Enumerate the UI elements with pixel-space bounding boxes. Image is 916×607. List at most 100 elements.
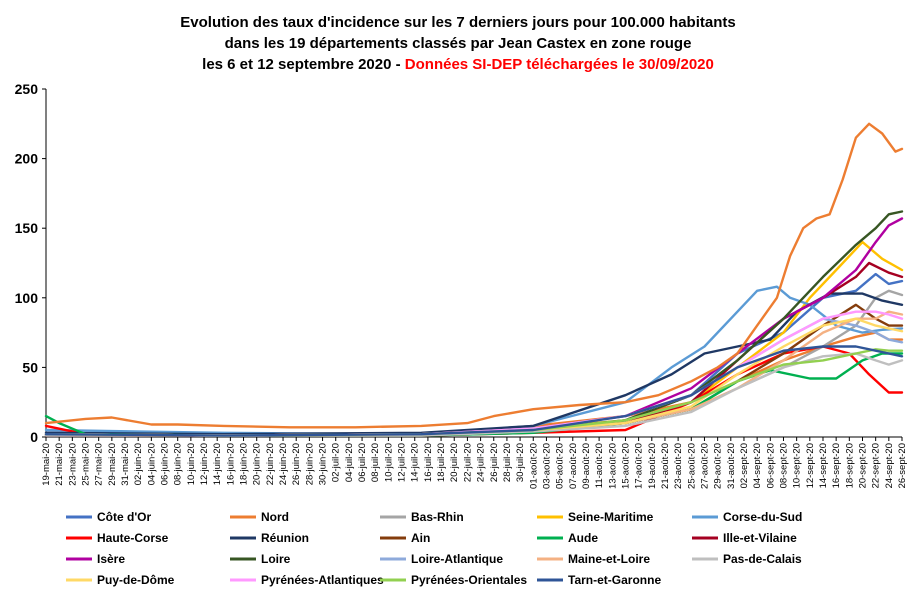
x-tick-label: 19-août-20 (647, 443, 658, 489)
legend-label: Seine-Maritime (568, 510, 654, 524)
x-tick-label: 03-août-20 (541, 443, 552, 489)
x-tick-label: 17-août-20 (634, 443, 645, 489)
x-tick-label: 14-juil-20 (410, 443, 421, 482)
legend-label: Tarn-et-Garonne (568, 573, 661, 587)
series-line-14 (44, 352, 904, 437)
x-tick-label: 11-août-20 (594, 443, 605, 488)
x-tick-label: 14-juin-20 (212, 443, 223, 485)
x-tick-label: 04-sept-20 (752, 443, 763, 488)
x-tick-label: 02-juil-20 (331, 443, 342, 482)
x-tick-label: 12-juil-20 (397, 443, 408, 482)
x-tick-label: 19-mai-20 (41, 443, 52, 486)
series-line-19 (44, 122, 904, 429)
x-tick-label: 26-sept-20 (897, 443, 908, 488)
legend: Côte d'Or Nord Bas-Rhin Seine-Maritime Corse… (66, 510, 802, 587)
x-tick-label: 13-août-20 (607, 443, 618, 489)
x-tick-label: 28-juin-20 (304, 443, 315, 485)
x-tick-label: 09-août-20 (581, 443, 592, 489)
legend-label: Ain (411, 531, 430, 545)
x-tick-label: 08-juin-20 (173, 443, 184, 485)
legend-label: Puy-de-Dôme (97, 573, 175, 587)
x-tick-label: 28-juil-20 (502, 443, 513, 482)
x-tick-label: 20-sept-20 (857, 443, 868, 488)
x-tick-label: 12-sept-20 (805, 443, 816, 488)
x-tick-label: 08-sept-20 (778, 443, 789, 488)
x-tick-label: 23-août-20 (673, 443, 684, 489)
legend-label: Aude (568, 531, 598, 545)
x-tick-label: 04-juil-20 (344, 443, 355, 482)
series-line-18 (44, 345, 904, 437)
x-tick-label: 10-juil-20 (383, 443, 394, 482)
legend-label: Ille-et-Vilaine (723, 531, 797, 545)
y-tick-label: 50 (22, 359, 38, 375)
x-tick-label: 29-mai-20 (107, 443, 118, 486)
x-tick-label: 24-sept-20 (884, 443, 895, 488)
x-tick-label: 27-mai-20 (94, 443, 105, 486)
x-tick-label: 07-août-20 (568, 443, 579, 489)
x-tick-label: 31-août-20 (726, 443, 737, 489)
chart-title-line-3: les 6 et 12 septembre 2020 - Données SI-… (202, 56, 714, 73)
x-tick-label: 20-juin-20 (252, 443, 263, 485)
x-tick-label: 23-mai-20 (67, 443, 78, 486)
x-tick-label: 29-août-20 (713, 443, 724, 489)
x-tick-label: 14-sept-20 (818, 443, 829, 488)
chart-title-line-1: Evolution des taux d'incidence sur les 7… (180, 14, 735, 31)
x-tick-label: 16-juil-20 (423, 443, 434, 482)
legend-label: Pyrénées-Atlantiques (261, 573, 384, 587)
x-tick-label: 30-juil-20 (515, 443, 526, 482)
x-tick-label: 25-mai-20 (81, 443, 92, 486)
x-tick-label: 18-juin-20 (239, 443, 250, 485)
x-tick-label: 06-juin-20 (160, 443, 171, 485)
legend-label: Haute-Corse (97, 531, 169, 545)
chart-title-line-3-red: Données SI-DEP téléchargées le 30/09/202… (405, 56, 714, 73)
x-tick-label: 24-juil-20 (476, 443, 487, 482)
x-tick-label: 18-juil-20 (436, 443, 447, 482)
legend-label: Bas-Rhin (411, 510, 464, 524)
series-line-6 (44, 292, 904, 436)
legend-label: Nord (261, 510, 289, 524)
y-tick-label: 100 (15, 290, 39, 306)
y-tick-label: 150 (15, 220, 39, 236)
x-tick-label: 04-juin-20 (146, 443, 157, 485)
x-tick-label: 15-août-20 (620, 443, 631, 489)
x-tick-label: 02-sept-20 (739, 443, 750, 488)
legend-label: Corse-du-Sud (723, 510, 802, 524)
x-tick-label: 02-juin-20 (133, 443, 144, 485)
x-tick-label: 06-juil-20 (357, 443, 368, 482)
x-tick-label: 22-sept-20 (871, 443, 882, 488)
legend-label: Maine-et-Loire (568, 552, 650, 566)
legend-label: Pyrénées-Orientales (411, 573, 527, 587)
y-tick-label: 250 (15, 81, 39, 97)
x-tick-label: 21-août-20 (660, 443, 671, 489)
x-tick-label: 26-juil-20 (489, 443, 500, 482)
x-tick-label: 18-sept-20 (844, 443, 855, 488)
x-tick-label: 16-juin-20 (225, 443, 236, 485)
y-axis: 0 50 100 150 200 250 (15, 81, 47, 445)
series-layer (44, 122, 904, 437)
x-tick-label: 24-juin-20 (278, 443, 289, 485)
x-tick-label: 22-juil-20 (462, 443, 473, 482)
x-tick-label: 01-août-20 (528, 443, 539, 489)
x-tick-label: 27-août-20 (699, 443, 710, 489)
legend-label: Côte d'Or (97, 510, 152, 524)
legend-label: Réunion (261, 531, 309, 545)
x-tick-label: 25-août-20 (686, 443, 697, 489)
x-tick-label: 31-mai-20 (120, 443, 131, 486)
x-tick-label: 20-juil-20 (449, 443, 460, 482)
x-tick-label: 06-sept-20 (765, 443, 776, 488)
x-tick-label: 26-juin-20 (291, 443, 302, 485)
y-tick-label: 0 (30, 429, 38, 445)
x-tick-label: 12-juin-20 (199, 443, 210, 485)
x-tick-label: 05-août-20 (555, 443, 566, 489)
x-axis: 19-mai-20 21-mai-20 23-mai-20 25-mai-20 27-m… (41, 436, 908, 489)
x-tick-label: 10-sept-20 (792, 443, 803, 488)
x-tick-label: 08-juil-20 (370, 443, 381, 482)
chart-title-line-3-black: les 6 et 12 septembre 2020 - (202, 56, 405, 73)
x-tick-label: 22-juin-20 (265, 443, 276, 485)
x-tick-label: 21-mai-20 (54, 443, 65, 486)
legend-label: Pas-de-Calais (723, 552, 802, 566)
chart-title-line-2: dans les 19 départements classés par Jea… (225, 35, 692, 52)
x-tick-label: 10-juin-20 (186, 443, 197, 485)
